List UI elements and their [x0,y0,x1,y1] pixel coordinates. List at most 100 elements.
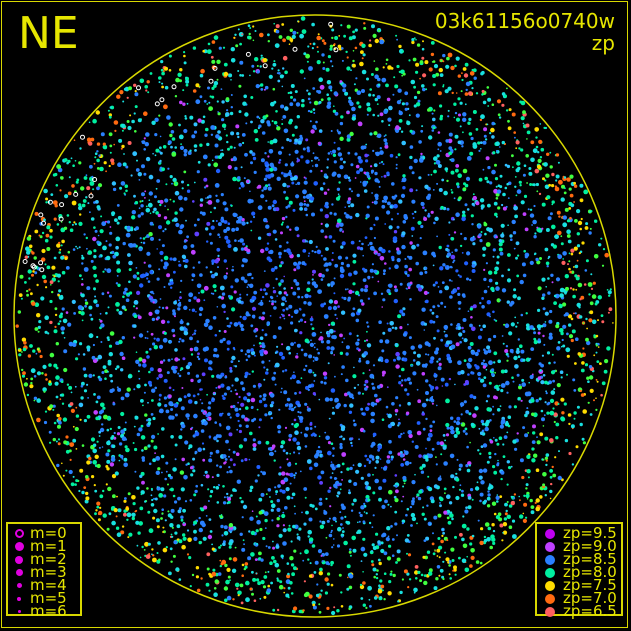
star-point [574,362,577,365]
star-point [190,244,195,248]
star-point [224,207,229,212]
star-point [470,214,474,218]
star-point [254,558,258,561]
star-point [311,278,314,281]
star-point [453,565,457,570]
star-point [526,454,531,459]
star-point [408,255,413,260]
star-point [430,210,434,214]
star-point [86,286,91,291]
star-point [409,188,414,193]
star-point [516,274,520,278]
star-point [479,239,483,243]
star-point [349,548,352,551]
star-point [166,371,170,375]
star-point [315,452,320,457]
star-point [482,100,487,105]
star-point [485,400,489,403]
star-point [360,407,364,411]
star-point [311,159,313,162]
star-point [436,555,439,557]
star-point [340,115,344,119]
star-point [241,563,245,567]
star-point [339,445,343,450]
star-point [197,160,201,164]
star-point [341,462,345,466]
star-point [37,348,40,351]
star-point [330,350,333,354]
star-point [415,70,419,74]
star-point [139,474,143,478]
star-point [311,316,313,318]
star-point [544,179,547,182]
star-point [386,322,389,325]
star-point [158,76,162,80]
star-point [95,279,99,283]
star-point [448,573,451,576]
star-point [51,265,56,270]
star-point [181,187,184,190]
star-point [96,505,100,509]
star-point [415,577,418,580]
star-point [425,299,429,304]
star-point [173,217,178,222]
star-point [72,248,76,251]
star-point [546,152,550,156]
star-point [278,290,282,295]
star-point [167,473,171,478]
star-point [570,338,574,343]
star-point [274,383,277,386]
star-point [563,191,567,195]
star-point [334,111,339,116]
star-point [217,385,221,389]
star-point [252,156,257,161]
star-point [568,207,572,210]
star-point [340,605,344,608]
star-point [312,124,317,129]
star-point [557,341,561,344]
star-point [311,600,316,605]
star-point [149,297,152,301]
star-point [174,500,178,504]
star-point [487,526,492,531]
star-point [384,262,387,265]
star-point [340,503,345,507]
star-point [560,397,565,402]
star-point [264,85,269,90]
star-point [343,403,347,408]
star-point [252,447,257,451]
star-point [468,357,473,363]
star-point [501,232,504,235]
star-point [21,337,27,342]
star-point [172,257,177,262]
star-point [320,340,324,344]
star-point [557,475,562,481]
star-point [270,267,275,272]
star-point [287,462,292,467]
star-point [205,318,210,324]
star-point [396,557,401,562]
star-point [183,197,188,201]
star-point [220,524,224,529]
star-point [245,122,248,125]
star-point [250,552,255,557]
star-point [198,306,204,312]
star-point [125,165,129,169]
star-point [242,388,246,392]
star-point [336,609,340,613]
star-point [427,212,430,215]
star-point [229,469,233,474]
star-point [217,222,222,227]
star-point [551,200,555,204]
star-point [260,558,264,562]
star-point [250,324,254,328]
star-point [592,281,596,285]
star-point [355,318,360,323]
star-point [26,377,28,380]
star-point [230,58,236,63]
star-point [381,418,385,422]
star-point [496,500,499,503]
star-point [255,529,259,533]
star-point [180,428,183,431]
star-point [228,557,232,561]
